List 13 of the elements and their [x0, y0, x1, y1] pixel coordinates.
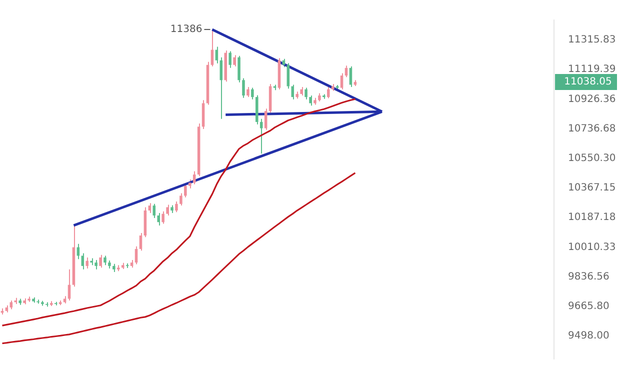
y-tick-label: 11315.83: [568, 34, 616, 46]
y-tick-label: 11119.39: [568, 64, 616, 76]
y-tick-label: 9836.56: [568, 271, 610, 282]
y-tick-label: 10926.36: [568, 94, 616, 105]
y-tick-label: 10550.30: [568, 152, 616, 164]
y-tick-label: 10736.68: [568, 123, 616, 134]
text: 11038.05: [564, 76, 612, 88]
y-tick-label: 10367.15: [568, 182, 616, 194]
annotation: 11386: [170, 24, 202, 36]
y-tick-label: 10010.33: [568, 242, 616, 253]
y-tick-label: 9665.80: [568, 301, 610, 312]
y-tick-label: 9498.00: [568, 330, 610, 342]
y-tick-label: 10187.18: [568, 212, 616, 224]
